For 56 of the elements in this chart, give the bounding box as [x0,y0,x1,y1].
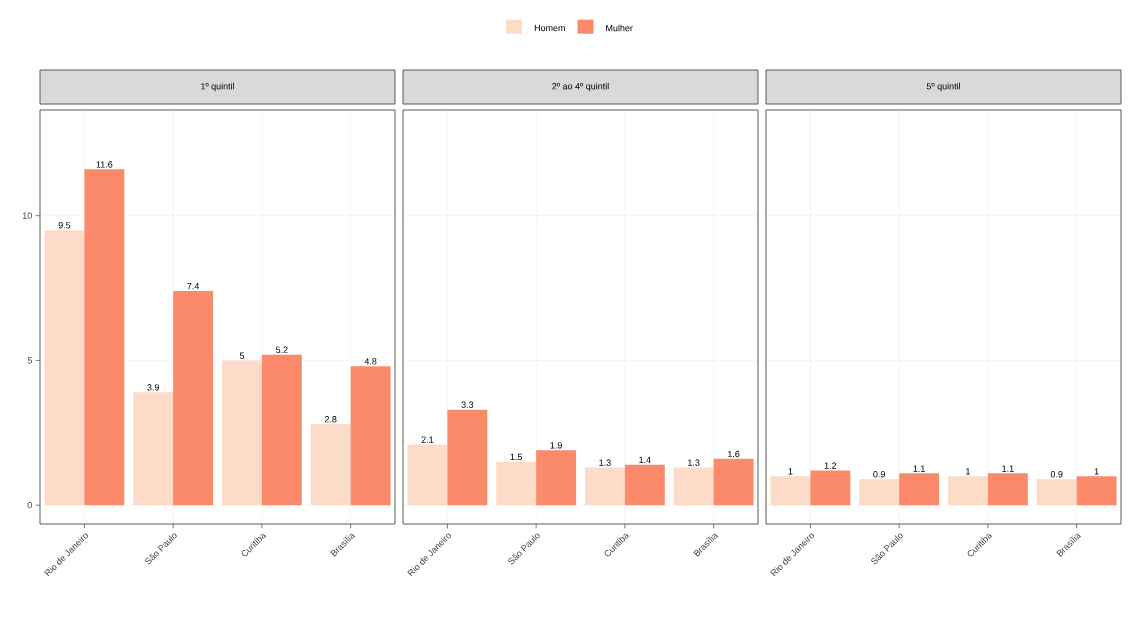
data-label: 2.1 [421,436,434,443]
data-label: 1.4 [639,456,651,463]
bar [584,467,625,506]
legend-label: Homem [534,24,565,32]
bar [310,424,351,506]
data-label: 0.9 [873,471,885,478]
data-label: 3.3 [461,401,474,408]
bar [1076,476,1117,506]
data-label: 5 [239,352,245,359]
bar [261,354,302,506]
bar [673,467,714,506]
bar [173,290,214,506]
bar [84,169,125,506]
y-tick-label: 0 [27,502,32,509]
data-label: 1.6 [728,450,740,458]
bar [133,392,174,506]
bar [899,473,940,506]
bar [713,458,754,506]
data-label: 1.2 [824,462,837,469]
data-label: 1.9 [550,442,562,449]
bar [447,409,488,506]
bar [496,461,537,506]
bar [44,230,85,506]
data-label: 9.5 [58,222,71,229]
y-tick-label: 5 [27,357,32,364]
bar [770,476,811,506]
data-label: 1.3 [599,459,611,466]
bar [810,470,851,506]
data-label: 7.4 [187,283,200,290]
bar [859,479,900,506]
data-label: 1.3 [688,459,700,466]
bar [987,473,1028,506]
bar [407,444,448,506]
data-label: 1 [1094,468,1099,475]
bar [221,360,262,506]
legend-label: Mulher [606,24,633,32]
bar [1036,479,1077,506]
data-label: 11.6 [96,161,113,168]
data-label: 5.2 [275,346,288,353]
data-label: 2.8 [324,416,337,423]
bar [624,464,665,506]
data-label: 1.1 [913,465,925,472]
chart-title: 1º quintil [201,82,234,92]
data-label: 4.8 [364,358,377,365]
bar [536,450,577,506]
data-label: 0.9 [1050,471,1063,478]
data-label: 1 [966,468,970,475]
data-label: 1 [788,468,793,475]
y-tick-label: 10 [22,212,32,219]
bar [947,476,988,506]
chart-title: 5º quintil [926,82,960,92]
bar [350,366,391,506]
chart-title: 2º ao 4º quintil [552,82,609,92]
data-label: 1.1 [1002,465,1014,472]
data-label: 3.9 [147,384,159,391]
data-label: 1.5 [510,453,523,461]
